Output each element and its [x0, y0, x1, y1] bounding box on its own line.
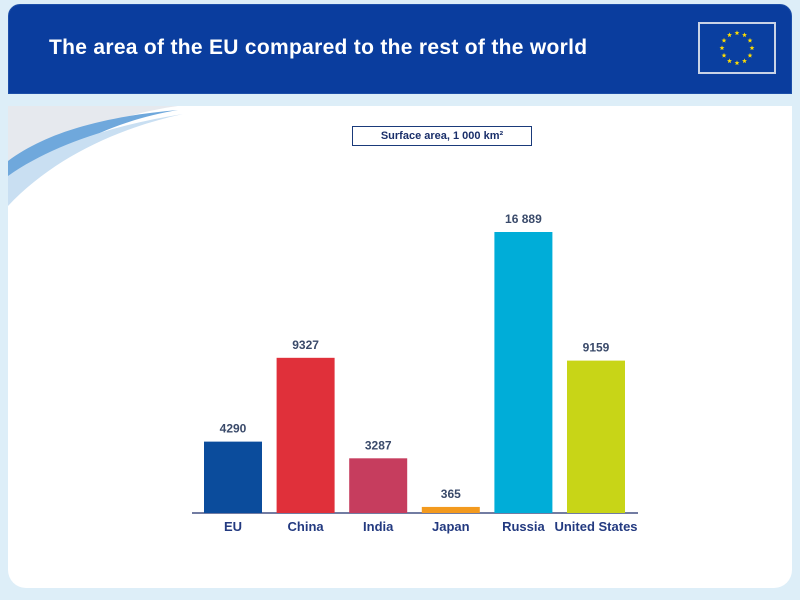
flag-star	[727, 32, 732, 38]
chart-title: Surface area, 1 000 km²	[352, 126, 532, 146]
decorative-swoosh	[8, 106, 183, 206]
data-label: 9327	[292, 338, 319, 352]
bar-china	[276, 357, 335, 513]
flag-star	[742, 32, 747, 38]
data-label: 16 889	[505, 212, 542, 226]
data-label: 4290	[220, 422, 247, 436]
flag-star	[742, 58, 747, 64]
bar-eu	[204, 441, 262, 513]
flag-star	[721, 52, 727, 58]
data-label: 9159	[583, 341, 610, 355]
eu-flag-stars	[719, 30, 755, 66]
data-label: 365	[441, 487, 461, 501]
x-tick-label: EU	[224, 519, 242, 534]
bar-russia	[494, 232, 553, 513]
x-tick-label: Russia	[502, 519, 545, 534]
flag-star	[719, 45, 725, 51]
bar-united-states	[567, 360, 625, 513]
bar-india	[349, 458, 408, 513]
flag-star	[747, 52, 753, 58]
data-label: 3287	[365, 438, 392, 452]
flag-star	[749, 45, 755, 51]
flag-star	[721, 37, 727, 43]
x-tick-label: United States	[554, 519, 637, 534]
x-tick-label: China	[288, 519, 325, 534]
slide-title: The area of the EU compared to the rest …	[49, 36, 588, 59]
flag-star	[727, 58, 732, 64]
x-tick-label: India	[363, 519, 394, 534]
x-tick-label: Japan	[432, 519, 470, 534]
flag-star	[734, 60, 740, 66]
eu-flag-icon	[698, 22, 776, 74]
flag-star	[747, 37, 753, 43]
bar-japan	[421, 506, 480, 513]
flag-star	[734, 30, 740, 36]
slide-header: The area of the EU compared to the rest …	[8, 4, 792, 94]
